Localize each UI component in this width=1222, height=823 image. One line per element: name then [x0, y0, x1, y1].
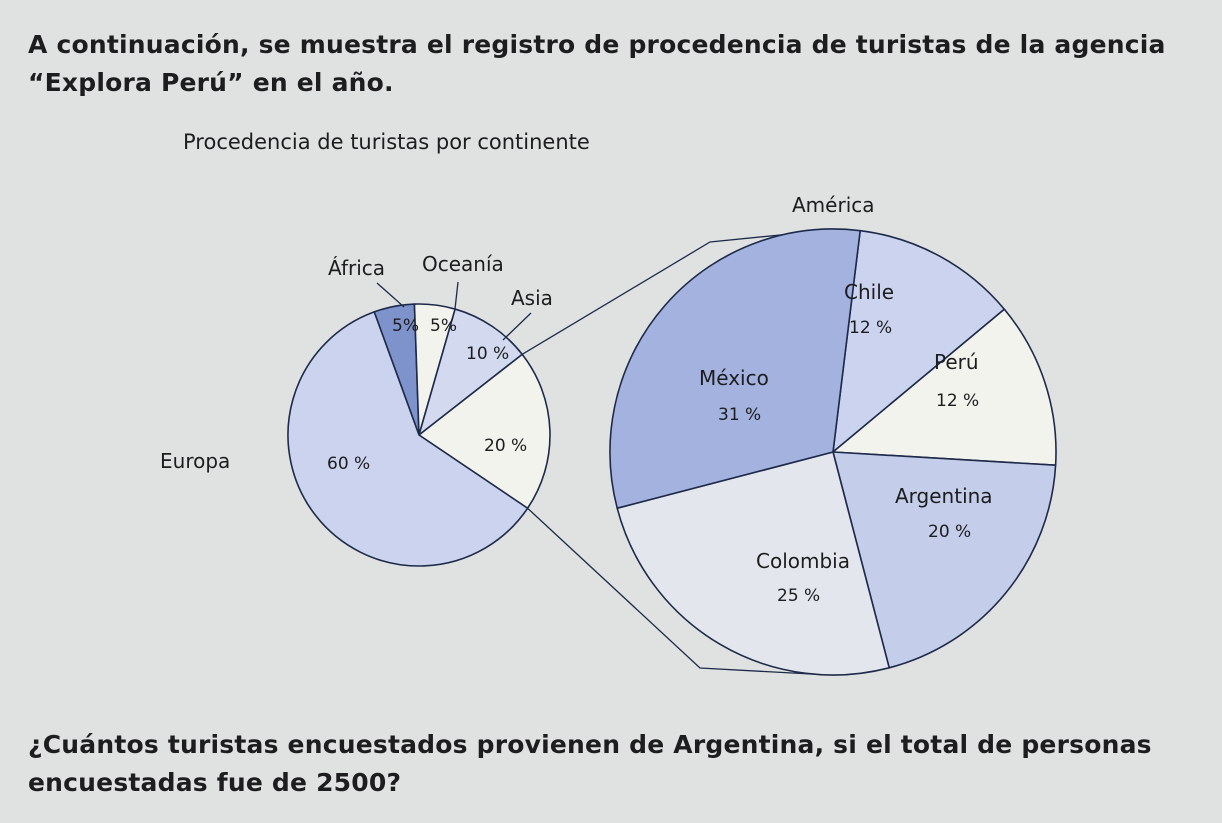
label-leader-lines: [376, 281, 532, 341]
america-slice-colombia: [616, 451, 891, 676]
america-slice-chile: [832, 229, 1006, 453]
continent-slice-europa: [287, 311, 529, 567]
america-slice-mexico: [609, 228, 861, 510]
question-text: ¿Cuántos turistas encuestados provienen …: [28, 730, 1152, 797]
chart-labels: Procedencia de turistas por continente Am…: [160, 130, 993, 606]
continent-pie: [287, 303, 551, 567]
value-america: 20 %: [484, 436, 527, 456]
label-peru: Perú: [934, 350, 979, 374]
value-colombia: 25 %: [777, 586, 820, 606]
connector-line-bottom: [527, 507, 814, 675]
label-europa: Europa: [160, 449, 230, 473]
chart-title: Procedencia de turistas por continente: [183, 130, 590, 154]
continent-slice-america: [418, 353, 551, 510]
value-chile: 12 %: [849, 318, 892, 338]
value-peru: 12 %: [936, 391, 979, 411]
label-argentina: Argentina: [895, 484, 993, 508]
value-europa: 60 %: [327, 454, 370, 474]
label-oceania: Oceanía: [422, 252, 504, 276]
america-slice-argentina: [832, 451, 1057, 669]
value-africa: 5%: [392, 316, 419, 336]
value-oceania: 5%: [430, 316, 457, 336]
connector-line-top: [521, 234, 783, 355]
leader-africa: [376, 282, 405, 308]
leader-asia: [502, 312, 532, 341]
continent-slice-asia: [418, 308, 524, 436]
label-asia: Asia: [511, 286, 553, 310]
america-slice-peru: [832, 308, 1057, 467]
intro-text: A continuación, se muestra el registro d…: [28, 30, 1166, 97]
america-pie-title: América: [792, 193, 875, 217]
value-argentina: 20 %: [928, 522, 971, 542]
value-asia: 10 %: [466, 344, 509, 364]
zoom-connector-lines: [521, 234, 814, 675]
label-colombia: Colombia: [756, 549, 850, 573]
label-africa: África: [328, 256, 385, 280]
label-chile: Chile: [844, 280, 894, 304]
label-mexico: México: [699, 366, 769, 390]
value-mexico: 31 %: [718, 405, 761, 425]
america-pie: [609, 228, 1057, 676]
leader-oceania: [454, 281, 459, 310]
